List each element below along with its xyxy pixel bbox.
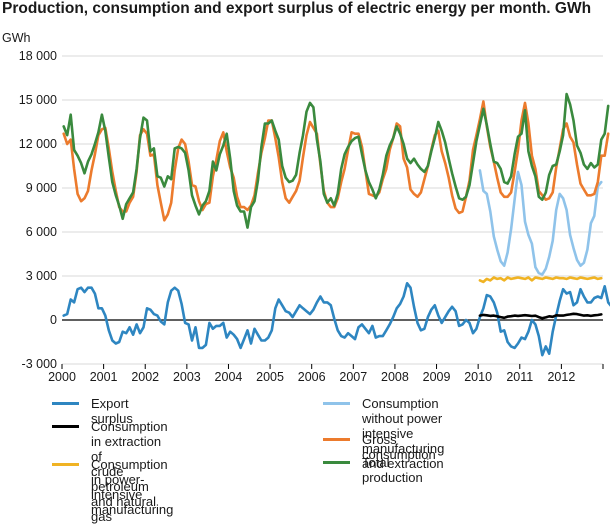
legend-swatch-total-production [323, 461, 350, 464]
x-tick-label: 2010 [464, 370, 492, 384]
legend-label-without-power: Consumption without power intensive manu… [362, 396, 445, 471]
x-axis-ticks: 2000 2001 2002 2003 2004 2005 2006 2007 2008 2009… [48, 364, 604, 384]
x-tick-label: 2012 [547, 370, 575, 384]
y-tick-label: 15 000 [19, 93, 57, 107]
y-tick-label: 6 000 [26, 225, 57, 239]
legend-swatch-export-surplus [52, 402, 79, 405]
y-tick-label: -3 000 [22, 357, 57, 371]
y-tick-label: 9 000 [26, 181, 57, 195]
legend-label-gross-consumption: Gross consumption [362, 432, 436, 462]
x-tick-label: 2003 [173, 370, 201, 384]
series-line-consumption-in-power-intensive-manufacturing [478, 276, 603, 284]
y-tick-label: 0 [50, 313, 57, 327]
x-tick-label: 2001 [90, 370, 118, 384]
chart-title: Production, consumption and export surpl… [2, 0, 592, 17]
x-tick-label: 2008 [381, 370, 409, 384]
gridlines [62, 55, 603, 365]
x-tick-label: 2009 [423, 370, 451, 384]
legend-swatch-without-power [323, 402, 350, 405]
x-tick-label: 2002 [131, 370, 159, 384]
x-tick-label: 2011 [506, 370, 533, 384]
x-tick-label: 2000 [48, 370, 76, 384]
x-tick-label: 2005 [256, 370, 284, 384]
series-line-consumption-without-power-intensive-manufacturing-and-extraction [478, 169, 603, 276]
y-axis-unit-label: GWh [2, 31, 31, 45]
series-lines [62, 92, 610, 357]
legend-item-total-production: Total production [323, 455, 423, 485]
legend-item-without-power: Consumption without power intensive manu… [323, 396, 444, 471]
legend-item-power-intensive: Consumption in power- intensive manufact… [52, 457, 173, 517]
legend-label-export-surplus: Export surplus [91, 396, 133, 426]
series-line-total-production [62, 92, 610, 229]
y-axis-ticks: -3 000 0 3 000 6 000 9 000 12 000 15 000 18 000 [19, 49, 57, 371]
legend-label-power-intensive: Consumption in power- intensive manufact… [91, 457, 174, 517]
x-tick-label: 2006 [298, 370, 326, 384]
series-line-consumption-in-extraction-of-crude-petroleum-and-natural-gas [478, 312, 603, 320]
x-tick-label: 2004 [215, 370, 243, 384]
y-tick-label: 18 000 [19, 49, 57, 63]
legend-swatch-extraction [52, 425, 79, 428]
legend-swatch-power-intensive [52, 463, 79, 466]
legend-item-gross-consumption: Gross consumption [323, 432, 436, 462]
legend-item-export-surplus: Export surplus [52, 396, 133, 426]
legend-label-total-production: Total production [362, 455, 423, 485]
chart-plot: GWh -3 000 0 3 000 6 000 9 000 12 000 15 000 18… [2, 31, 610, 384]
y-tick-label: 3 000 [26, 269, 57, 283]
y-tick-label: 12 000 [19, 137, 57, 151]
x-tick-label: 2007 [339, 370, 367, 384]
series-line-export-surplus [62, 281, 610, 357]
legend-swatch-gross-consumption [323, 438, 350, 441]
